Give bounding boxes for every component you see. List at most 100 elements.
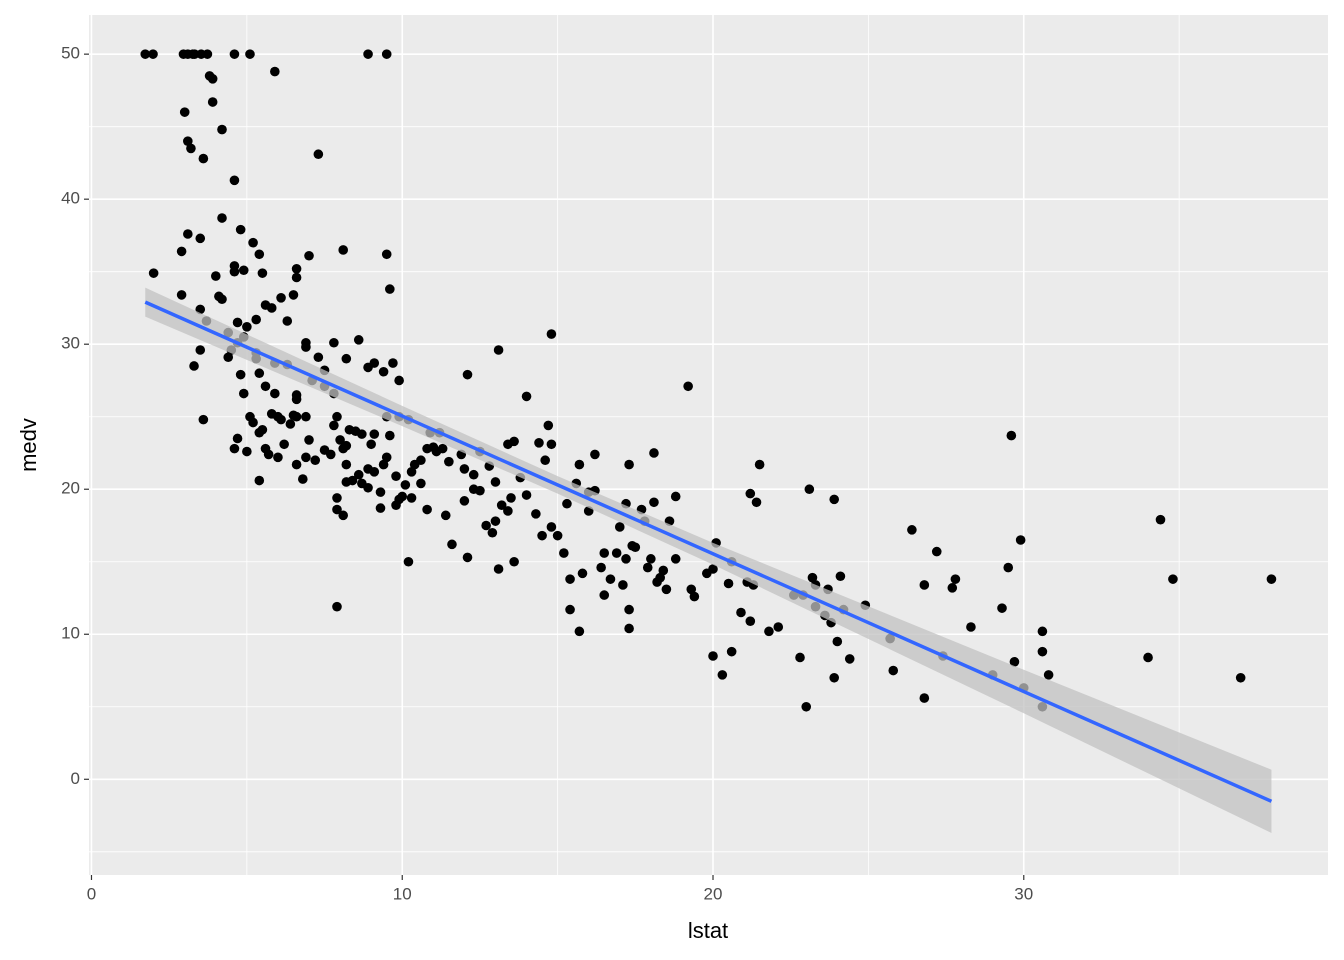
- point: [385, 284, 395, 294]
- point: [248, 237, 258, 248]
- point: [624, 604, 634, 615]
- point: [574, 626, 585, 637]
- point: [325, 449, 336, 460]
- point: [304, 250, 314, 261]
- point: [400, 480, 411, 490]
- point: [546, 522, 557, 532]
- point: [708, 651, 718, 661]
- point: [496, 500, 507, 510]
- point: [375, 503, 386, 513]
- point: [381, 249, 392, 260]
- point: [459, 464, 470, 474]
- point: [229, 175, 240, 186]
- x-tick-label: 30: [1014, 884, 1033, 903]
- point: [475, 485, 485, 496]
- point: [273, 452, 283, 463]
- y-axis-title: medv: [16, 418, 41, 472]
- point: [245, 411, 255, 422]
- point: [341, 459, 352, 470]
- point: [341, 440, 352, 451]
- point: [509, 436, 519, 447]
- point: [577, 568, 588, 579]
- point: [378, 459, 389, 470]
- point: [403, 556, 414, 567]
- point: [242, 446, 252, 457]
- point: [369, 358, 380, 368]
- point: [397, 491, 408, 502]
- point: [574, 459, 585, 470]
- point: [521, 391, 532, 402]
- point: [270, 66, 280, 77]
- point: [245, 49, 255, 59]
- point: [468, 469, 479, 480]
- point: [232, 317, 243, 328]
- point: [183, 229, 193, 239]
- point: [313, 149, 324, 160]
- point: [357, 429, 367, 439]
- point: [493, 345, 504, 355]
- point: [366, 439, 376, 450]
- point: [353, 335, 364, 345]
- point: [431, 446, 442, 457]
- point: [186, 143, 196, 154]
- point: [254, 427, 265, 438]
- point: [919, 580, 930, 590]
- point: [207, 97, 218, 107]
- point: [195, 233, 206, 244]
- point: [1155, 514, 1166, 525]
- point: [614, 522, 625, 532]
- point: [807, 572, 818, 583]
- point: [341, 477, 352, 487]
- point: [291, 263, 302, 274]
- point: [310, 455, 321, 466]
- point: [369, 467, 380, 477]
- point: [335, 435, 345, 445]
- point: [409, 459, 420, 470]
- point: [279, 439, 289, 450]
- point: [689, 591, 700, 602]
- point: [394, 375, 404, 386]
- point: [605, 574, 616, 584]
- point: [596, 562, 606, 573]
- point: [764, 626, 774, 637]
- point: [618, 580, 628, 590]
- point: [229, 443, 240, 454]
- point: [907, 525, 917, 535]
- point: [195, 345, 206, 355]
- point: [406, 467, 417, 477]
- point: [416, 478, 426, 489]
- point: [298, 474, 308, 484]
- point: [726, 646, 737, 657]
- point: [832, 636, 843, 647]
- point: [266, 303, 277, 313]
- point: [599, 548, 610, 558]
- point: [242, 322, 252, 332]
- point: [202, 49, 213, 59]
- point: [301, 452, 311, 463]
- point: [282, 316, 293, 326]
- point: [559, 548, 569, 558]
- point: [369, 429, 380, 439]
- point: [235, 224, 246, 235]
- point: [546, 439, 557, 450]
- point: [444, 456, 454, 467]
- point: [540, 455, 550, 466]
- point: [447, 539, 457, 550]
- point: [459, 496, 470, 506]
- point: [751, 497, 762, 508]
- point: [490, 516, 501, 526]
- point: [179, 107, 190, 117]
- point: [552, 530, 563, 541]
- y-tick-label: 30: [61, 334, 80, 353]
- y-tick-label: 40: [61, 189, 80, 208]
- point: [462, 552, 473, 563]
- point: [254, 475, 265, 486]
- point: [1235, 672, 1246, 683]
- y-tick-label: 0: [71, 769, 80, 788]
- point: [251, 314, 261, 325]
- point: [919, 693, 930, 703]
- y-tick-label: 50: [61, 44, 80, 63]
- point: [406, 493, 417, 503]
- point: [611, 548, 622, 558]
- point: [254, 368, 265, 379]
